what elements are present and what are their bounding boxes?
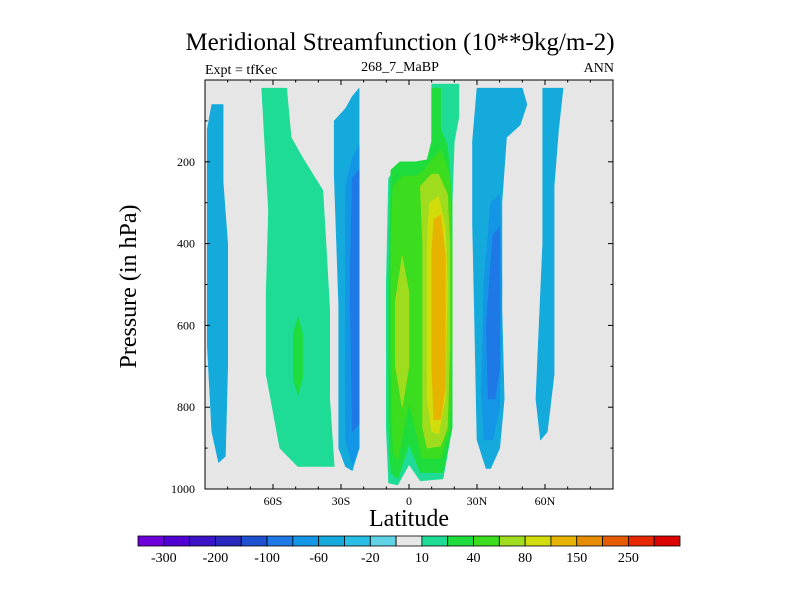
colorbar-box bbox=[447, 535, 474, 547]
x-tick-label: 60S bbox=[264, 494, 283, 508]
colorbar-box bbox=[189, 535, 216, 547]
y-tick-label: 1000 bbox=[171, 482, 195, 496]
experiment-label: Expt = tfKec bbox=[205, 63, 278, 78]
x-tick-label: 0 bbox=[406, 494, 412, 508]
contour-region-2 bbox=[293, 316, 303, 396]
colorbar-label: -20 bbox=[361, 551, 380, 566]
colorbar-box bbox=[550, 535, 578, 547]
colorbar-box bbox=[163, 535, 191, 547]
colorbar-box bbox=[369, 535, 397, 547]
colorbar-box bbox=[473, 535, 500, 547]
colorbar-label: -300 bbox=[151, 551, 177, 566]
axis-ticks: 60S 30S 0 30N 60N 200 400 600 800 1000 bbox=[171, 80, 613, 508]
chart-title: Meridional Streamfunction (10**9kg/m-2) bbox=[185, 29, 615, 56]
colorbar-box bbox=[344, 535, 371, 547]
colorbar-box bbox=[602, 535, 629, 547]
x-tick-label: 30S bbox=[332, 494, 351, 508]
contour-region-0 bbox=[207, 104, 228, 463]
x-axis-title: Latitude bbox=[369, 506, 449, 532]
colorbar-label: -100 bbox=[254, 551, 280, 566]
colorbar-box bbox=[576, 535, 603, 547]
x-tick-label: 60N bbox=[535, 494, 556, 508]
x-tick-label: 30N bbox=[467, 494, 488, 508]
colorbar-boxes bbox=[137, 535, 681, 547]
contour-region-5 bbox=[349, 169, 360, 433]
colorbar-label: -200 bbox=[203, 551, 229, 566]
colorbar-label: -60 bbox=[309, 551, 328, 566]
colorbar-label: 80 bbox=[518, 551, 532, 566]
contour-region-13 bbox=[395, 255, 410, 408]
case-label: 268_7_MaBP bbox=[361, 60, 439, 75]
colorbar-box bbox=[240, 535, 268, 547]
colorbar-box bbox=[653, 535, 681, 547]
colorbar-box bbox=[292, 535, 320, 547]
colorbar-box bbox=[498, 535, 526, 547]
contour-region-9 bbox=[485, 226, 501, 400]
colorbar-box bbox=[524, 535, 552, 547]
colorbar-box bbox=[395, 535, 423, 547]
colorbar-box bbox=[215, 535, 242, 547]
y-tick-label: 600 bbox=[177, 318, 195, 332]
colorbar-box bbox=[137, 535, 165, 547]
colorbar-box bbox=[318, 535, 345, 547]
colorbar-label: 40 bbox=[467, 551, 481, 566]
y-tick-label: 200 bbox=[177, 155, 195, 169]
contour-region-6 bbox=[535, 87, 564, 441]
contour-fill-layer bbox=[207, 83, 564, 486]
y-axis-title: Pressure (in hPa) bbox=[116, 205, 142, 369]
colorbar-box bbox=[421, 535, 449, 547]
contour-region-1 bbox=[261, 87, 335, 467]
contour-region-16 bbox=[431, 214, 446, 420]
y-tick-label: 800 bbox=[177, 400, 195, 414]
colorbar-labels: -300 -200 -100 -60 -20 10 40 80 150 250 bbox=[151, 551, 639, 566]
colorbar-box bbox=[266, 535, 294, 547]
colorbar-label: 150 bbox=[566, 551, 587, 566]
season-label: ANN bbox=[583, 61, 614, 76]
colorbar-label: 10 bbox=[415, 551, 429, 566]
y-tick-label: 400 bbox=[177, 237, 195, 251]
colorbar-box bbox=[627, 535, 655, 547]
colorbar-label: 250 bbox=[618, 551, 639, 566]
